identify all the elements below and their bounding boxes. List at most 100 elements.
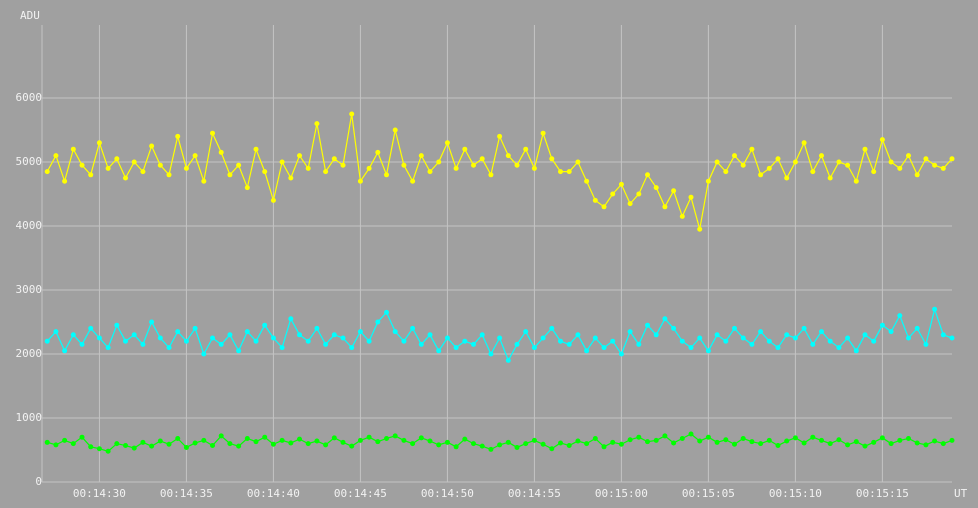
data-point [531, 345, 537, 351]
data-point [244, 185, 250, 191]
data-point [679, 338, 685, 344]
data-point [566, 341, 572, 347]
data-point [262, 169, 268, 175]
data-point [444, 140, 450, 146]
data-point [453, 345, 459, 351]
data-point [740, 335, 746, 341]
data-point [540, 441, 546, 447]
data-point [175, 435, 181, 441]
data-point [636, 341, 642, 347]
x-tick-label: 00:14:45 [334, 487, 387, 500]
data-point [314, 325, 320, 331]
data-point [123, 175, 129, 181]
x-tick-label: 00:15:00 [595, 487, 648, 500]
data-point [827, 175, 833, 181]
data-point [836, 159, 842, 165]
x-tick-label: 00:14:50 [421, 487, 474, 500]
data-point [166, 345, 172, 351]
data-point [340, 439, 346, 445]
data-point [949, 335, 955, 341]
data-point [236, 443, 242, 449]
data-point [618, 351, 624, 357]
data-point [305, 441, 311, 447]
data-point [462, 338, 468, 344]
data-point [366, 434, 372, 440]
data-point [653, 332, 659, 338]
data-point [131, 159, 137, 165]
data-point [845, 442, 851, 448]
data-point [505, 439, 511, 445]
data-point [305, 338, 311, 344]
data-point [53, 329, 59, 335]
data-point [592, 335, 598, 341]
data-point [427, 332, 433, 338]
data-point [758, 441, 764, 447]
data-point [792, 335, 798, 341]
data-point [618, 441, 624, 447]
data-point [888, 159, 894, 165]
data-point [227, 332, 233, 338]
data-point [479, 156, 485, 162]
data-point [662, 316, 668, 322]
data-point [375, 149, 381, 155]
data-point [462, 146, 468, 152]
data-point [566, 169, 572, 175]
data-point [645, 439, 651, 445]
data-point [410, 325, 416, 331]
data-point [549, 156, 555, 162]
data-point [236, 348, 242, 354]
data-point [357, 178, 363, 184]
data-point [862, 332, 868, 338]
data-point [218, 149, 224, 155]
data-point [897, 165, 903, 171]
data-point [810, 169, 816, 175]
data-point [436, 348, 442, 354]
data-point [53, 153, 59, 159]
data-point [923, 156, 929, 162]
data-point [792, 435, 798, 441]
data-point [114, 441, 120, 447]
data-point [157, 335, 163, 341]
data-point [932, 438, 938, 444]
data-point [288, 440, 294, 446]
data-point [714, 439, 720, 445]
data-point [88, 325, 94, 331]
data-point [297, 332, 303, 338]
y-tick-label: 1000 [16, 411, 43, 424]
data-point [862, 443, 868, 449]
data-point [566, 443, 572, 449]
data-point [401, 338, 407, 344]
data-point [392, 329, 398, 335]
data-point [505, 357, 511, 363]
data-point [766, 338, 772, 344]
data-point [705, 434, 711, 440]
data-point [723, 338, 729, 344]
data-point [462, 436, 468, 442]
data-point [940, 332, 946, 338]
data-point [436, 442, 442, 448]
x-tick-label: 00:14:35 [160, 487, 213, 500]
data-point [157, 162, 163, 168]
data-point [114, 156, 120, 162]
data-point [349, 443, 355, 449]
data-point [384, 309, 390, 315]
data-point [923, 341, 929, 347]
data-point [584, 348, 590, 354]
data-point [279, 159, 285, 165]
data-point [531, 165, 537, 171]
data-point [105, 448, 111, 454]
data-point [70, 332, 76, 338]
data-point [349, 345, 355, 351]
data-point [558, 338, 564, 344]
data-point [758, 329, 764, 335]
data-point [784, 438, 790, 444]
data-point [871, 338, 877, 344]
data-point [758, 172, 764, 178]
data-point [140, 169, 146, 175]
data-point [436, 159, 442, 165]
data-point [888, 441, 894, 447]
data-point [166, 441, 172, 447]
data-point [305, 165, 311, 171]
data-point [244, 329, 250, 335]
